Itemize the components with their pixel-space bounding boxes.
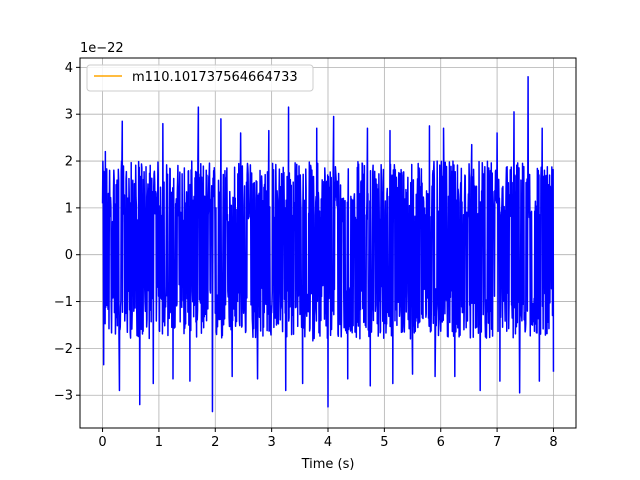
x-axis-label: Time (s) [301,457,355,472]
x-tick-label: 6 [437,435,445,450]
y-tick-label: −2 [54,342,73,357]
y-axis: −3 −2 −1 0 1 2 3 4 [54,61,80,404]
x-tick-label: 4 [324,435,332,450]
legend: m110.101737564664733 [86,64,314,92]
series-line [101,75,555,413]
legend-label: m110.101737564664733 [132,70,298,85]
plot-area [101,75,555,413]
x-tick-label: 8 [549,435,557,450]
x-tick-label: 2 [211,435,219,450]
y-tick-label: −3 [54,389,73,404]
y-scale-label: 1e−22 [80,41,124,56]
x-tick-label: 5 [380,435,388,450]
y-tick-label: −1 [54,295,73,310]
y-tick-label: 1 [65,201,73,216]
series-layer [101,75,555,413]
legend-box [86,64,314,92]
x-axis: 0 1 2 3 4 5 6 7 8 [98,428,558,450]
x-tick-label: 1 [155,435,163,450]
y-tick-label: 4 [65,61,73,76]
x-tick-label: 3 [267,435,275,450]
x-tick-label: 7 [493,435,501,450]
y-tick-label: 2 [65,155,73,170]
y-tick-label: 3 [65,108,73,123]
y-tick-label: 0 [65,248,73,263]
x-tick-label: 0 [98,435,106,450]
